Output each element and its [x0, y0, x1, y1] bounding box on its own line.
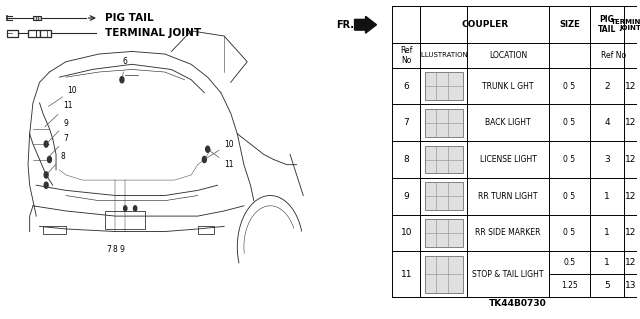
Text: 11: 11 [45, 101, 72, 127]
Text: TK44B0730: TK44B0730 [489, 299, 547, 308]
Text: LICENSE LIGHT: LICENSE LIGHT [480, 155, 537, 164]
Text: 1: 1 [604, 258, 610, 267]
Circle shape [44, 172, 48, 178]
FancyArrow shape [355, 16, 376, 33]
Bar [425, 146, 463, 173]
Text: 3: 3 [604, 155, 610, 164]
Bar [28, 30, 40, 37]
Text: SIZE: SIZE [559, 20, 580, 29]
Text: 0 5: 0 5 [563, 192, 575, 201]
Text: FR.: FR. [336, 20, 354, 30]
Bar [40, 30, 51, 37]
Text: 12: 12 [625, 118, 636, 127]
Text: RR SIDE MARKER: RR SIDE MARKER [476, 228, 541, 238]
Circle shape [202, 156, 206, 163]
Text: TERMINAL JOINT: TERMINAL JOINT [106, 28, 202, 39]
Text: 5: 5 [604, 281, 610, 290]
Text: 10: 10 [49, 85, 77, 107]
Text: PIG
TAIL: PIG TAIL [598, 15, 616, 34]
Text: 1: 1 [604, 228, 610, 238]
Circle shape [205, 146, 210, 152]
Text: 8: 8 [48, 152, 65, 173]
Text: 7: 7 [403, 118, 409, 127]
Text: 12: 12 [625, 155, 636, 164]
Text: TERMINAL
JOINT: TERMINAL JOINT [611, 19, 640, 31]
Text: 7: 7 [106, 245, 111, 254]
Circle shape [44, 141, 48, 147]
Circle shape [44, 182, 48, 188]
Text: ILLUSTRATION: ILLUSTRATION [420, 52, 468, 58]
Text: 0 5: 0 5 [563, 118, 575, 127]
Text: BACK LIGHT: BACK LIGHT [485, 118, 531, 127]
Text: 12: 12 [625, 258, 636, 267]
Bar [425, 72, 463, 100]
Text: COUPLER: COUPLER [461, 20, 508, 29]
Text: 6: 6 [403, 81, 409, 91]
Text: 1: 1 [604, 192, 610, 201]
Text: PIG TAIL: PIG TAIL [106, 13, 154, 23]
Text: 4: 4 [604, 118, 610, 127]
Bar [425, 182, 463, 210]
Text: 0 5: 0 5 [563, 81, 575, 91]
Text: 9: 9 [48, 119, 68, 142]
Text: 0 5: 0 5 [563, 228, 575, 238]
Text: 12: 12 [625, 192, 636, 201]
Text: 0 5: 0 5 [563, 155, 575, 164]
Text: 8: 8 [403, 155, 409, 164]
Text: 9: 9 [120, 245, 124, 254]
Text: 1.25: 1.25 [561, 281, 578, 290]
Text: 7: 7 [48, 134, 68, 158]
Bar [198, 226, 214, 234]
Bar [6, 30, 18, 37]
Text: 11: 11 [210, 151, 234, 169]
Circle shape [120, 77, 124, 83]
Text: 11: 11 [401, 270, 412, 279]
Text: RR TURN LIGHT: RR TURN LIGHT [479, 192, 538, 201]
Text: Ref
No: Ref No [400, 46, 413, 65]
Bar [425, 109, 463, 137]
Text: 13: 13 [625, 281, 636, 290]
Text: Ref No: Ref No [601, 51, 626, 60]
Text: 10: 10 [207, 140, 234, 158]
Text: 9: 9 [403, 192, 409, 201]
Text: 0.5: 0.5 [563, 258, 575, 267]
Bar [425, 219, 463, 247]
Bar [425, 256, 463, 293]
Text: TRUNK L GHT: TRUNK L GHT [483, 81, 534, 91]
Bar [106, 211, 145, 229]
Text: 2: 2 [604, 81, 610, 91]
Bar [43, 226, 66, 234]
Bar [33, 16, 41, 20]
Text: 6: 6 [122, 57, 128, 77]
Circle shape [47, 156, 51, 163]
Text: 12: 12 [625, 81, 636, 91]
Circle shape [124, 206, 127, 211]
Circle shape [134, 206, 137, 211]
Text: STOP & TAIL LIGHT: STOP & TAIL LIGHT [472, 270, 544, 279]
Text: LOCATION: LOCATION [489, 51, 527, 60]
Text: 12: 12 [625, 228, 636, 238]
Text: 8: 8 [113, 245, 118, 254]
Text: 10: 10 [401, 228, 412, 238]
